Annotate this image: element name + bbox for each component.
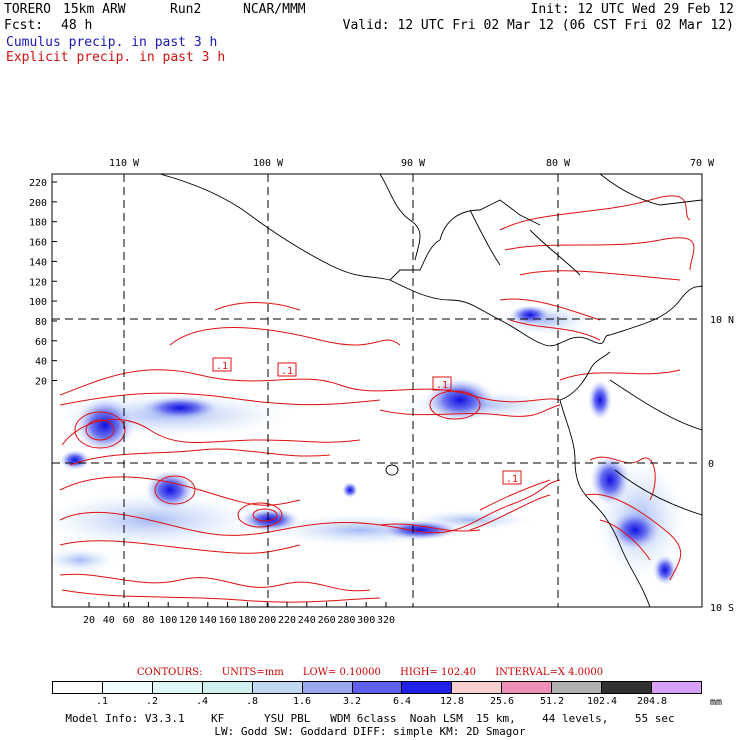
colorbar-labels: .1 .2 .4 .8 1.6 3.2 6.4 12.8 25.6 51.2 102.4 204.8 xyxy=(52,696,702,708)
model-resolution: 15km ARW xyxy=(63,2,126,17)
contours-title: CONTOURS: xyxy=(136,667,203,678)
contours-units: UNITS=mm xyxy=(221,667,284,678)
colorbar-label: 25.6 xyxy=(489,696,515,707)
contour-label: .1 xyxy=(506,474,518,485)
fcst-label: Fcst: xyxy=(4,18,44,33)
colorbar-cell xyxy=(502,682,553,693)
x-tick-label: 240 xyxy=(298,615,316,626)
colorbar-cell xyxy=(53,682,103,693)
lon-label: 100 W xyxy=(253,158,284,169)
lat-label: 0 xyxy=(708,459,714,470)
field-explicit-label: Explicit precip. in past 3 h xyxy=(6,50,226,65)
colorbar-label: 12.8 xyxy=(439,696,465,707)
x-tick-label: 40 xyxy=(103,615,115,626)
colorbar-cell xyxy=(252,682,303,693)
model-info-line2: LW: Godd SW: Goddard DIFF: simple KM: 2D… xyxy=(214,725,526,738)
colorbar-cell xyxy=(102,682,153,693)
precip-colorbar xyxy=(52,681,702,694)
map-field xyxy=(52,174,702,607)
x-tick-label: 180 xyxy=(238,615,256,626)
fcst-value: 48 h xyxy=(61,18,93,33)
contour-label: .1 xyxy=(216,361,228,372)
x-tick-label: 80 xyxy=(142,615,154,626)
colorbar-cell xyxy=(552,682,603,693)
colorbar-label: 102.4 xyxy=(586,696,618,707)
colorbar-cell xyxy=(302,682,353,693)
y-axis: 220 200 180 160 140 120 100 80 60 40 20 xyxy=(29,178,57,388)
y-tick-label: 200 xyxy=(29,198,47,209)
y-tick-label: 120 xyxy=(29,277,47,288)
y-tick-label: 80 xyxy=(35,317,47,328)
lat-label: 10 S xyxy=(710,603,734,614)
colorbar-cell xyxy=(602,682,653,693)
org-label: NCAR/MMM xyxy=(243,2,306,17)
y-tick-label: 140 xyxy=(29,257,47,268)
y-tick-label: 40 xyxy=(35,357,47,368)
x-axis: 20 40 60 80 100 120 140 160 180 200 220 240 260 280 30… xyxy=(83,602,395,626)
lon-label: 110 W xyxy=(109,158,140,169)
x-tick-label: 280 xyxy=(337,615,355,626)
valid-time: Valid: 12 UTC Fri 02 Mar 12 (06 CST Fri … xyxy=(342,18,734,33)
precip-cores xyxy=(60,305,677,585)
y-tick-label: 180 xyxy=(29,218,47,229)
model-info-line1: Model Info: V3.3.1 KF YSU PBL WDM 6class… xyxy=(65,712,675,725)
x-tick-label: 60 xyxy=(123,615,135,626)
x-tick-label: 220 xyxy=(278,615,296,626)
colorbar-cell xyxy=(152,682,203,693)
colorbar-cell xyxy=(652,682,701,693)
y-tick-label: 160 xyxy=(29,238,47,249)
map-frame xyxy=(51,173,703,608)
contours-info: CONTOURS: UNITS=mm LOW= 0.10000 HIGH= 10… xyxy=(0,667,740,678)
contours-high: HIGH= 102.40 xyxy=(400,667,477,678)
contour-label: .1 xyxy=(281,366,293,377)
lon-label: 90 W xyxy=(401,158,426,169)
x-tick-label: 200 xyxy=(258,615,276,626)
contour-label-boxes xyxy=(212,357,522,485)
contours-low: LOW= 0.10000 xyxy=(302,667,381,678)
x-tick-label: 300 xyxy=(357,615,375,626)
x-tick-label: 100 xyxy=(159,615,177,626)
colorbar-label: .8 xyxy=(245,696,259,707)
colorbar-label: 51.2 xyxy=(539,696,565,707)
colorbar-cell xyxy=(402,682,453,693)
y-tick-label: 20 xyxy=(35,377,47,388)
y-tick-label: 100 xyxy=(29,297,47,308)
colorbar-label: 6.4 xyxy=(392,696,412,707)
colorbar-unit: mm xyxy=(710,697,723,708)
colorbar-cell xyxy=(352,682,403,693)
model-name: TORERO xyxy=(4,2,51,17)
colorbar-label: .4 xyxy=(195,696,209,707)
colorbar-label: 1.6 xyxy=(292,696,312,707)
y-tick-label: 60 xyxy=(35,337,47,348)
x-tick-label: 320 xyxy=(377,615,395,626)
contours-interval: INTERVAL=X 4.0000 xyxy=(495,667,604,678)
x-tick-label: 260 xyxy=(318,615,336,626)
lon-label: 70 W xyxy=(690,158,715,169)
x-tick-label: 20 xyxy=(83,615,95,626)
lon-label: 80 W xyxy=(546,158,571,169)
latlon-grid xyxy=(52,174,702,607)
colorbar-label: .2 xyxy=(145,696,159,707)
precip-shading xyxy=(52,305,685,580)
coastlines xyxy=(159,174,702,607)
x-tick-label: 140 xyxy=(199,615,217,626)
colorbar-label: 204.8 xyxy=(636,696,668,707)
colorbar-label: 3.2 xyxy=(342,696,362,707)
contour-label: .1 xyxy=(436,380,448,391)
y-tick-label: 220 xyxy=(29,178,47,189)
explicit-precip-contours xyxy=(59,195,695,603)
run-label: Run2 xyxy=(170,2,202,17)
colorbar-cell xyxy=(452,682,503,693)
colorbar-label: .1 xyxy=(95,696,109,707)
colorbar-cell xyxy=(202,682,253,693)
x-tick-label: 120 xyxy=(179,615,197,626)
x-tick-label: 160 xyxy=(219,615,237,626)
lat-label: 10 N xyxy=(710,315,734,326)
field-cumulus-label: Cumulus precip. in past 3 h xyxy=(6,35,218,50)
init-time: Init: 12 UTC Wed 29 Feb 12 xyxy=(530,2,735,17)
